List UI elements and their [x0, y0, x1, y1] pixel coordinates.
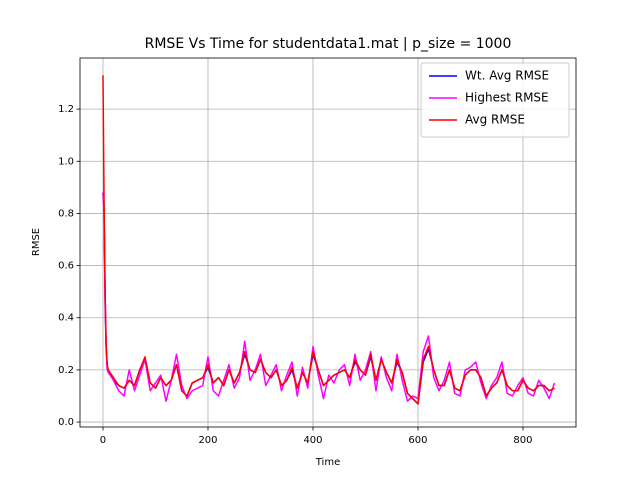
- x-tick-label: 400: [303, 435, 322, 446]
- y-tick-label: 1.0: [58, 156, 74, 167]
- y-tick-label: 1.2: [58, 104, 74, 115]
- axes-frame: [79, 57, 577, 428]
- legend: Wt. Avg RMSE Highest RMSE Avg RMSE: [420, 62, 570, 138]
- y-tick-label: 0.6: [58, 261, 74, 272]
- x-tick-label: 200: [198, 435, 217, 446]
- series-line: [102, 75, 555, 405]
- series-line: [102, 192, 556, 402]
- x-tick-label: 800: [513, 435, 532, 446]
- legend-label: Highest RMSE: [465, 91, 549, 105]
- plot: [102, 75, 556, 405]
- x-tick-label: 600: [408, 435, 427, 446]
- y-tick-label: 0.8: [58, 208, 74, 219]
- x-axis-label: Time: [315, 457, 340, 468]
- legend-box: [420, 62, 570, 138]
- grid: [80, 58, 576, 427]
- chart-title: RMSE Vs Time for studentdata1.mat | p_si…: [145, 36, 512, 52]
- y-axis-label: RMSE: [31, 228, 42, 256]
- legend-label: Wt. Avg RMSE: [465, 69, 549, 83]
- y-tick-label: 0.4: [58, 313, 74, 324]
- legend-label: Avg RMSE: [465, 113, 525, 127]
- y-tick-label: 0.2: [58, 365, 74, 376]
- x-tick-label: 0: [100, 435, 106, 446]
- y-tick-label: 0.0: [58, 417, 74, 428]
